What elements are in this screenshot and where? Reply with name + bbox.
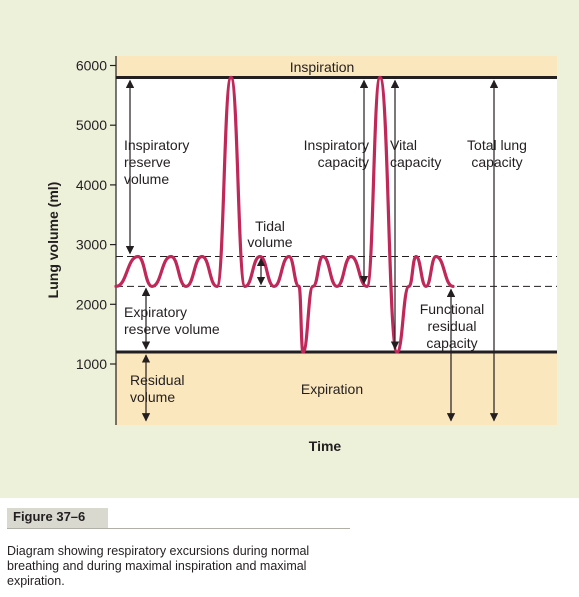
functional-residual-capacity-label: Functional residual capacity <box>420 301 485 351</box>
y-tick-label: 5000 <box>76 117 107 133</box>
plot-background <box>116 77 557 353</box>
total-lung-capacity-label: Total lung capacity <box>467 137 527 170</box>
figure-label-background <box>7 508 108 528</box>
inspiratory-capacity-label: Inspiratory capacity <box>304 137 369 170</box>
lung-volume-chart: 1000 2000 3000 4000 5000 6000 Lung volume (ml)… <box>45 56 557 454</box>
inspiration-band-label: Inspiration <box>290 59 355 75</box>
vital-capacity-label: Vital capacity <box>390 137 441 170</box>
expiration-band-label: Expiration <box>301 381 363 397</box>
y-tick-label: 1000 <box>76 356 107 372</box>
tidal-volume-label: Tidal volume <box>247 218 292 250</box>
volume-trace <box>114 75 455 354</box>
expiratory-reserve-volume-label: Expiratory reserve volume <box>124 304 220 337</box>
figure-label: Figure 37–6 <box>13 509 86 524</box>
inspiration-band <box>116 56 557 78</box>
x-axis-label: Time <box>309 438 342 454</box>
y-tick-label: 3000 <box>76 237 107 253</box>
y-tick-label: 4000 <box>76 177 107 193</box>
y-tick-label: 6000 <box>76 58 107 74</box>
y-tick-label: 2000 <box>76 296 107 312</box>
residual-volume-label: Residual volume <box>130 372 184 405</box>
y-axis-label: Lung volume (ml) <box>45 182 61 299</box>
figure-divider <box>7 528 350 529</box>
figure-caption: Diagram showing respiratory excursions d… <box>7 544 310 588</box>
inspiratory-reserve-volume-label: Inspiratory reserve volume <box>124 137 189 187</box>
expiration-band <box>116 352 557 425</box>
